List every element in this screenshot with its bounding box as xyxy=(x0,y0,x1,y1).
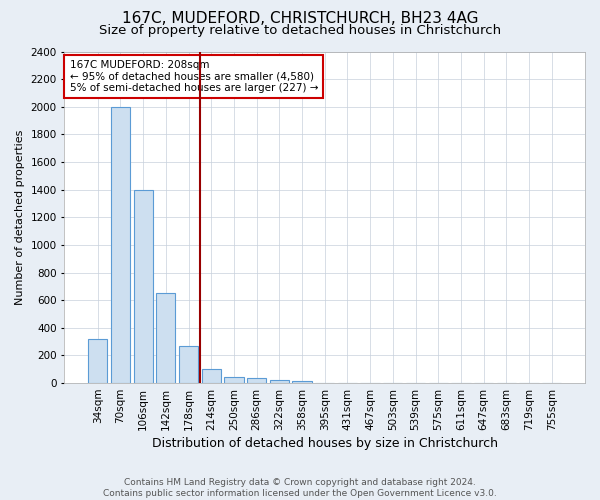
Text: Size of property relative to detached houses in Christchurch: Size of property relative to detached ho… xyxy=(99,24,501,37)
Y-axis label: Number of detached properties: Number of detached properties xyxy=(15,130,25,305)
Bar xyxy=(292,381,311,383)
Bar xyxy=(156,294,175,383)
Text: Contains HM Land Registry data © Crown copyright and database right 2024.
Contai: Contains HM Land Registry data © Crown c… xyxy=(103,478,497,498)
Bar xyxy=(202,370,221,383)
Bar xyxy=(247,378,266,383)
Bar xyxy=(88,339,107,383)
Bar xyxy=(224,376,244,383)
Bar xyxy=(179,346,198,383)
X-axis label: Distribution of detached houses by size in Christchurch: Distribution of detached houses by size … xyxy=(152,437,498,450)
Text: 167C MUDEFORD: 208sqm
← 95% of detached houses are smaller (4,580)
5% of semi-de: 167C MUDEFORD: 208sqm ← 95% of detached … xyxy=(70,60,318,93)
Bar xyxy=(134,190,153,383)
Bar xyxy=(111,107,130,383)
Bar xyxy=(269,380,289,383)
Text: 167C, MUDEFORD, CHRISTCHURCH, BH23 4AG: 167C, MUDEFORD, CHRISTCHURCH, BH23 4AG xyxy=(122,11,478,26)
